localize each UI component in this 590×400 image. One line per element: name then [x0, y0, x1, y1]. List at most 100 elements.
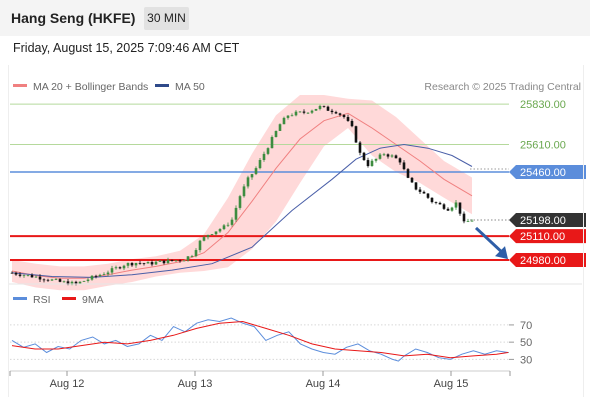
candle-body — [218, 229, 222, 232]
legend-credit: Research © 2025 Trading Central — [424, 81, 581, 93]
candle-body — [58, 279, 62, 282]
candle-body — [142, 263, 146, 265]
candle-body — [178, 260, 182, 262]
support-label: 25110.00 — [520, 231, 565, 243]
candle-body — [238, 196, 242, 208]
candle-body — [442, 204, 446, 209]
candle-body — [130, 263, 134, 266]
candle-body — [402, 162, 406, 170]
candle-body — [94, 275, 98, 277]
bollinger-band — [12, 95, 472, 291]
timestamp: Friday, August 15, 2025 7:09:46 AM CET — [13, 41, 240, 55]
candle-body — [210, 234, 214, 235]
candle-body — [230, 219, 234, 225]
candle-body — [274, 130, 278, 138]
time-tick-label: Aug 14 — [306, 378, 341, 390]
last-price-label: 25198.00 — [520, 215, 566, 227]
timeframe-badge[interactable]: 30 MIN — [144, 7, 189, 30]
candle-body — [374, 158, 378, 161]
candle-body — [234, 207, 238, 220]
candle-body — [370, 160, 374, 167]
candle-body — [22, 275, 26, 277]
candle-body — [334, 112, 338, 114]
candle-body — [346, 117, 350, 121]
candle-body — [242, 186, 246, 197]
candle-body — [306, 112, 310, 114]
legend-ma20-swatch — [13, 84, 27, 87]
time-axis: Aug 12 Aug 13 Aug 14 Aug 15 — [9, 370, 511, 390]
candle-body — [222, 225, 226, 230]
candle-body — [278, 124, 282, 131]
candle-body — [30, 274, 34, 278]
rsi-tick-label: 70 — [520, 320, 532, 332]
candle-body — [38, 276, 42, 280]
rsi-tick-label: 50 — [520, 337, 532, 349]
candle-body — [282, 117, 286, 125]
candle-body — [286, 115, 290, 118]
candle-body — [90, 275, 94, 280]
candle-body — [186, 256, 190, 261]
candle-body — [190, 256, 194, 257]
candle-body — [350, 120, 354, 127]
resistance-label: 25830.00 — [520, 99, 566, 111]
candle-body — [358, 142, 362, 153]
candle-body — [26, 274, 30, 276]
candle-body — [82, 280, 86, 282]
candle-body — [214, 231, 218, 235]
candle-body — [430, 197, 434, 203]
candle-body — [450, 207, 454, 211]
candle-body — [362, 152, 366, 161]
rsi-ma9-line — [11, 320, 509, 359]
candle-body — [114, 267, 118, 269]
candle-body — [438, 202, 442, 205]
candle-body — [322, 105, 326, 107]
candle-body — [174, 260, 178, 262]
candle-body — [18, 274, 22, 276]
instrument-title: Hang Seng (HKFE) — [11, 10, 136, 26]
legend-ma50-label: MA 50 — [175, 81, 205, 93]
candle-body — [382, 154, 386, 156]
candle-body — [318, 105, 322, 109]
candle-body — [98, 274, 102, 277]
candle-body — [466, 221, 470, 223]
candle-body — [170, 259, 174, 261]
candle-body — [310, 110, 314, 113]
candle-body — [46, 279, 50, 281]
candle-body — [418, 189, 422, 192]
candle-body — [378, 154, 382, 159]
candle-body — [118, 267, 122, 269]
candle-body — [266, 148, 270, 154]
rsi-line — [11, 317, 509, 362]
candle-body — [354, 126, 358, 143]
candle-body — [414, 182, 418, 190]
legend-ma50-swatch — [155, 84, 169, 87]
candle-body — [314, 108, 318, 111]
candle-body — [386, 154, 390, 157]
resistance-label: 25610.00 — [520, 140, 566, 152]
candle-body — [446, 208, 450, 211]
ma50-line — [11, 143, 473, 278]
candle-body — [126, 263, 130, 266]
legend-ma20-label: MA 20 + Bollinger Bands — [33, 81, 148, 93]
candle-body — [86, 279, 90, 281]
candle-body — [422, 191, 426, 194]
candle-body — [462, 213, 466, 222]
candle-body — [138, 262, 142, 264]
candle-body — [330, 110, 334, 113]
candle-body — [62, 281, 66, 283]
legend-ma9-swatch — [62, 297, 76, 300]
time-tick-label: Aug 13 — [178, 378, 213, 390]
candle-body — [326, 106, 330, 111]
candle-body — [390, 155, 394, 157]
candle-body — [246, 177, 250, 187]
candle-body — [410, 177, 414, 183]
candle-body — [198, 240, 202, 251]
candle-body — [470, 220, 474, 222]
candle-body — [74, 281, 78, 284]
candle-body — [158, 260, 162, 262]
legend-ma9-label: 9MA — [82, 294, 104, 306]
support-tag — [509, 229, 586, 244]
candle-body — [298, 111, 302, 113]
candle-body — [122, 265, 126, 269]
